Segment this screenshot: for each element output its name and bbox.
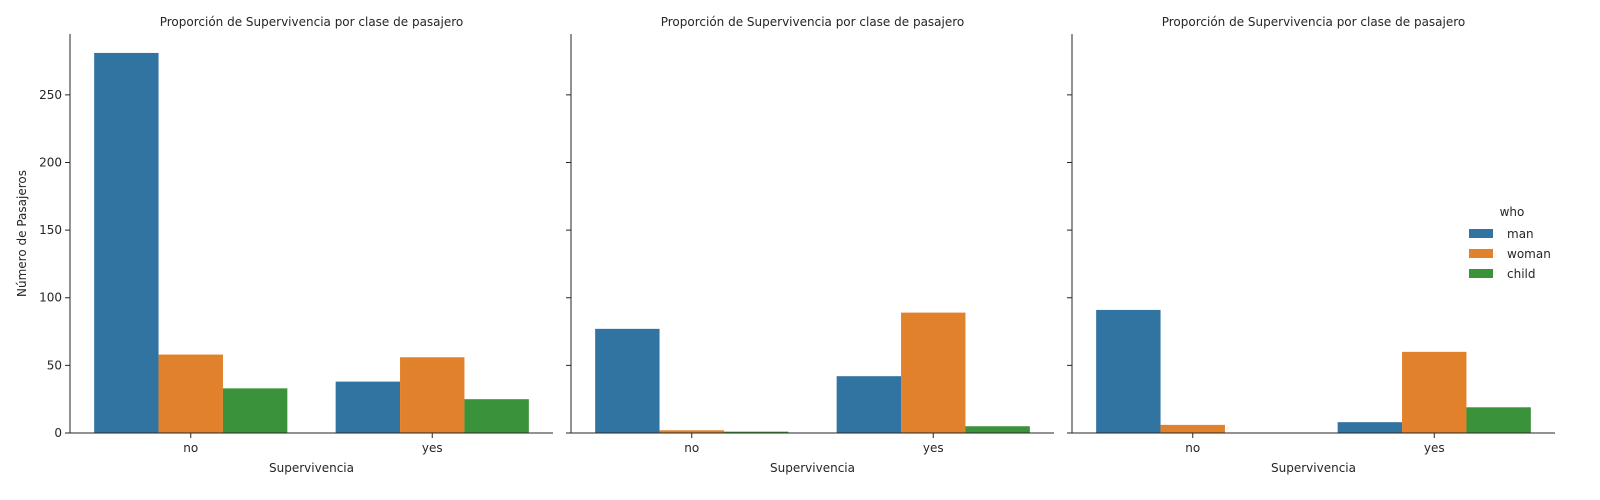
legend-swatch-man: [1469, 229, 1493, 238]
bar-woman-no: [659, 430, 724, 433]
bar-woman-yes: [1402, 351, 1467, 433]
y-tick-label: 0: [54, 426, 62, 440]
panel-2: no yes Proporción de Supervivencia por cla…: [566, 15, 1054, 475]
bar-child-no: [723, 431, 789, 433]
panel-title: Proporción de Supervivencia por clase de…: [160, 15, 464, 29]
bar-child-yes: [1466, 407, 1531, 433]
chart-panels: 0 50 100 150 200 250 no yes Proporción de Superv…: [15, 15, 1555, 475]
legend-label-man: man: [1507, 227, 1534, 241]
x-tick-label: yes: [923, 441, 944, 455]
legend: who man woman child: [1469, 205, 1551, 281]
y-tick-label: 50: [47, 358, 62, 372]
x-axis-label: Supervivencia: [269, 461, 354, 475]
x-axis-label: Supervivencia: [770, 461, 855, 475]
bar-man-no: [1096, 309, 1161, 433]
bar-child-no: [222, 388, 288, 433]
bar-woman-yes: [400, 357, 465, 433]
y-tick-label: 150: [39, 223, 62, 237]
panel-title: Proporción de Supervivencia por clase de…: [661, 15, 965, 29]
panel-3: no yes Proporción de Supervivencia por cla…: [1067, 15, 1555, 475]
bar-woman-no: [158, 354, 223, 433]
panel-title: Proporción de Supervivencia por clase de…: [1162, 15, 1466, 29]
x-tick-label: no: [684, 441, 699, 455]
bar-man-yes: [1337, 422, 1403, 433]
x-axis-label: Supervivencia: [1271, 461, 1356, 475]
y-tick-label: 200: [39, 155, 62, 169]
bar-woman-yes: [901, 312, 966, 433]
x-tick-label: yes: [1424, 441, 1445, 455]
bar-man-yes: [836, 376, 902, 433]
bar-child-yes: [965, 426, 1030, 433]
y-tick-label: 100: [39, 291, 62, 305]
legend-label-child: child: [1507, 267, 1536, 281]
bar-child-yes: [464, 399, 529, 433]
x-tick-label: no: [1185, 441, 1200, 455]
y-axis-label: Número de Pasajeros: [15, 170, 29, 297]
bar-woman-no: [1160, 424, 1225, 433]
legend-title: who: [1500, 205, 1525, 219]
x-tick-label: yes: [422, 441, 443, 455]
x-tick-label: no: [183, 441, 198, 455]
legend-swatch-woman: [1469, 249, 1493, 258]
bar-man-no: [595, 328, 660, 433]
legend-swatch-child: [1469, 269, 1493, 278]
panel-1: 0 50 100 150 200 250 no yes Proporción de Superv…: [15, 15, 553, 475]
legend-label-woman: woman: [1507, 247, 1551, 261]
bar-man-yes: [335, 381, 401, 433]
y-tick-label: 250: [39, 88, 62, 102]
bar-man-no: [94, 52, 159, 433]
